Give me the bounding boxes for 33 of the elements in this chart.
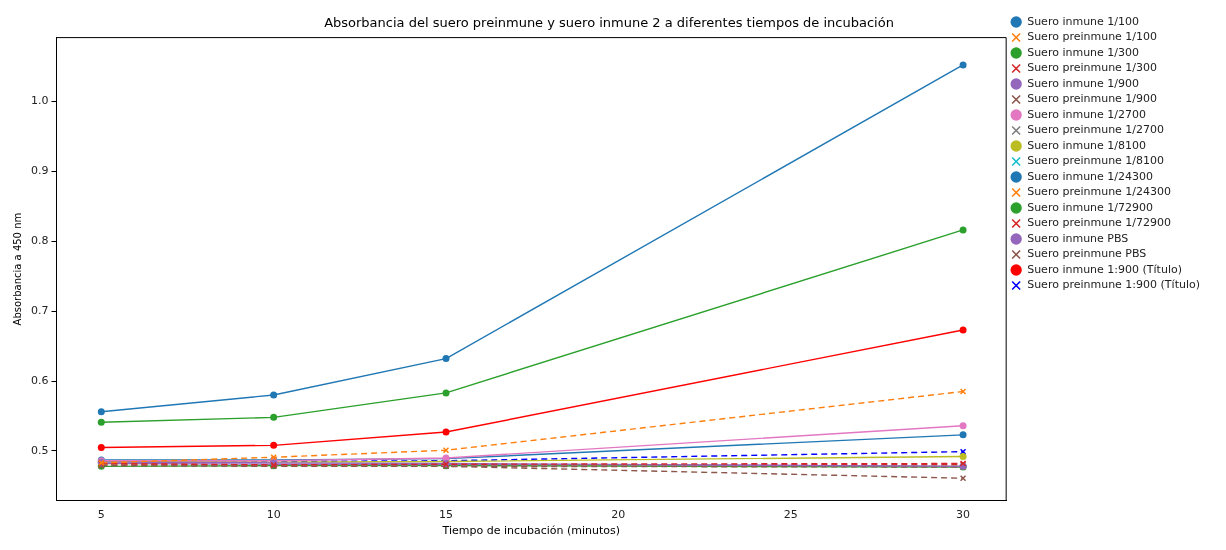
legend-label: Suero preinmune 1/100 <box>1027 30 1158 44</box>
x-tick-label: 20 <box>611 508 626 522</box>
y-tick-label: 0.6 <box>30 373 49 387</box>
legend-label: Suero inmune 1/2700 <box>1027 107 1147 121</box>
legend-label: Suero inmune 1/24300 <box>1027 169 1154 183</box>
legend-label: Suero preinmune 1/72900 <box>1027 216 1172 230</box>
x-tick-label: 5 <box>97 508 105 522</box>
legend-label: Suero preinmune PBS <box>1027 247 1147 261</box>
legend-label: Suero inmune 1/300 <box>1027 45 1140 59</box>
x-axis-title: Tiempo de incubación (minutos) <box>441 524 621 538</box>
legend-label: Suero preinmune 1/2700 <box>1027 123 1165 137</box>
legend-label: Suero preinmune 1/24300 <box>1027 185 1172 199</box>
y-tick-label: 0.8 <box>30 233 49 247</box>
x-tick-label: 15 <box>439 508 454 522</box>
legend-label: Suero inmune 1/900 <box>1027 76 1140 90</box>
y-tick-label: 1.0 <box>30 94 49 108</box>
legend-label: Suero inmune PBS <box>1027 231 1129 245</box>
x-tick-label: 10 <box>266 508 281 522</box>
legend-label: Suero preinmune 1/900 <box>1027 92 1158 106</box>
legend-label: Suero preinmune 1:900 (Título) <box>1027 278 1201 292</box>
y-axis-title: Absorbancia a 450 nm <box>11 212 23 326</box>
x-tick-label: 25 <box>783 508 798 522</box>
legend-label: Suero inmune 1/100 <box>1027 14 1140 28</box>
legend-label: Suero preinmune 1/8100 <box>1027 154 1165 168</box>
y-tick-label: 0.7 <box>30 303 49 317</box>
x-tick-label: 30 <box>956 508 971 522</box>
chart-title: Absorbancia del suero preinmune y suero inmune 2 a diferentes tiempos de incubación <box>324 15 894 31</box>
y-tick-label: 0.5 <box>30 443 49 457</box>
legend-label: Suero inmune 1/8100 <box>1027 138 1147 152</box>
legend-label: Suero inmune 1:900 (Título) <box>1027 262 1182 276</box>
y-tick-label: 0.9 <box>30 164 49 178</box>
legend-label: Suero preinmune 1/300 <box>1027 61 1158 75</box>
legend-label: Suero inmune 1/72900 <box>1027 200 1154 214</box>
